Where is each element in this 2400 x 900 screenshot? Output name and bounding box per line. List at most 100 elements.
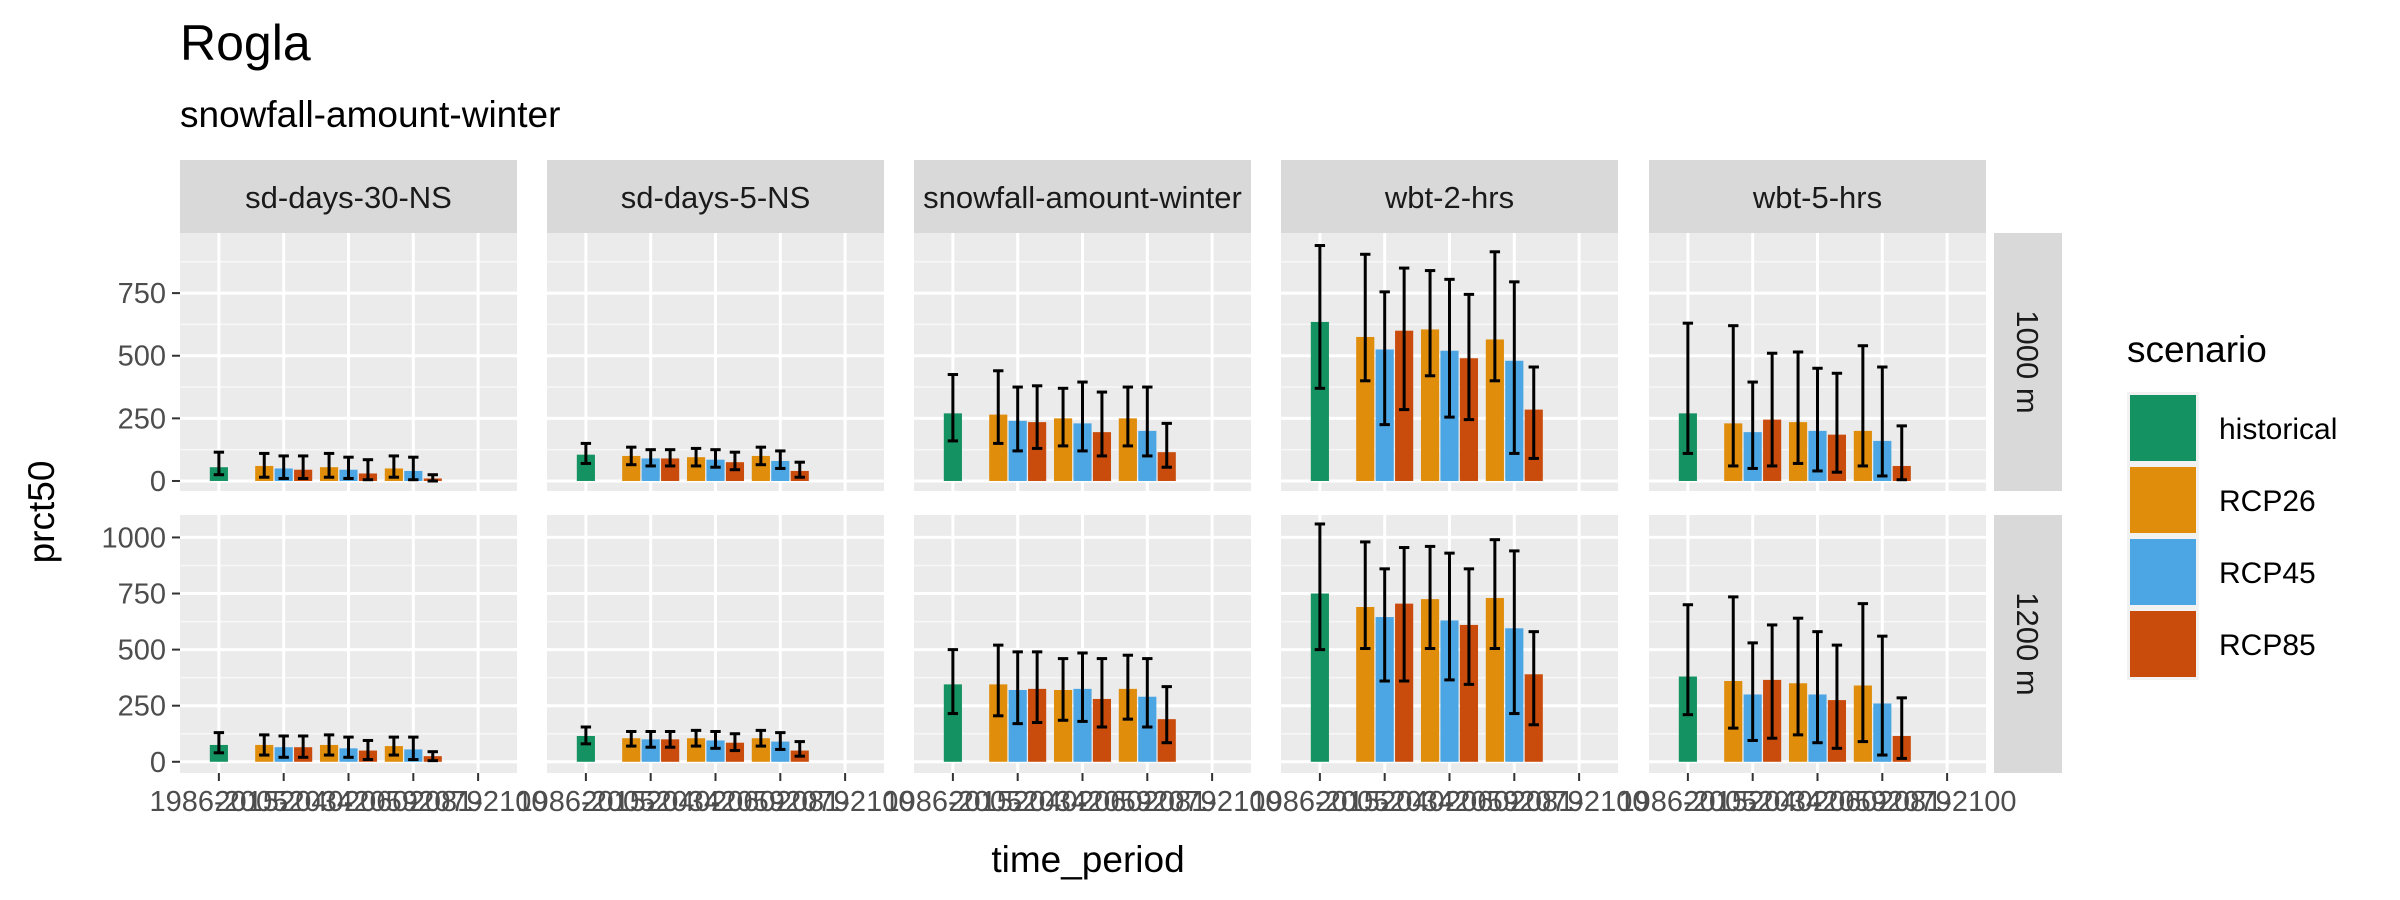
bar [1310,321,1329,481]
bar [1053,689,1073,762]
facet-strip-label: sd-days-30-NS [245,180,452,215]
bar [989,414,1008,481]
error-bar [388,454,400,479]
error-bar [664,729,676,749]
error-bar [427,750,438,763]
bar [1028,688,1047,762]
error-bar [645,729,656,749]
facet-row-strip [1994,233,2062,491]
error-bar [1766,351,1778,468]
bar [771,741,790,762]
error-bar [1747,641,1758,742]
legend-swatch [2130,611,2196,677]
error-bar [1077,651,1088,723]
error-bar [1142,385,1153,458]
error-bar [1682,603,1694,717]
error-bar [1528,630,1539,727]
bar [622,455,641,481]
bar [1118,688,1137,762]
bar [1356,606,1375,762]
facet-row-strip [1994,515,2062,773]
legend: scenario historical RCP26 RCP45 RCP85 [2127,329,2337,680]
error-bar [1398,266,1410,412]
error-bar [626,729,637,748]
error-bar [580,725,592,746]
error-bar [755,445,767,467]
x-axis-label: time_period [991,839,1184,880]
error-bar [729,732,741,753]
bar [1375,617,1394,762]
bar [1485,339,1504,481]
error-bar [1509,549,1520,716]
error-bar [1489,538,1501,650]
bar [1118,418,1137,481]
bar [1092,698,1112,762]
facet-strip-label: wbt-5-hrs [1752,180,1882,215]
bar [576,454,595,481]
bar [661,458,680,481]
bar [771,460,790,481]
y-tick-label: 500 [118,341,166,373]
error-bar [1463,292,1475,422]
error-bar [1766,623,1778,740]
bar [641,458,660,481]
error-bar [947,648,959,716]
facet-strip-label: sd-days-5-NS [621,180,811,215]
bar [1028,422,1047,481]
error-bar [1728,324,1739,468]
facet-panel [914,233,1251,491]
x-tick-label: 2060-2079 [344,786,483,818]
bar [989,684,1008,762]
legend-swatch [2130,467,2196,533]
facet-strip-label: snowfall-amount-winter [923,180,1242,215]
bar [706,740,725,762]
error-bar [1379,290,1390,427]
error-bar [408,455,419,482]
y-tick-label: 250 [118,403,166,435]
bar [1459,624,1479,762]
error-bar [645,448,656,468]
facet-strip [914,160,1251,233]
legend-label: RCP26 [2219,485,2316,518]
bar [943,413,962,481]
error-bar [259,451,270,479]
x-tick-label: 2081-2100 [409,786,548,818]
facet-panel [547,515,884,773]
facet-strip [1649,160,1986,233]
error-bar [1728,595,1739,730]
bar [943,684,962,762]
x-tick-label: 2060-2079 [1445,786,1584,818]
facet-row-strip-label: 1200 m [2010,592,2045,695]
y-tick-label: 1000 [101,522,166,554]
error-bar [1031,384,1043,450]
error-bar [213,731,225,755]
bar [686,738,706,762]
facet-panel [1281,515,1618,773]
error-bar [1360,540,1371,650]
error-bar [297,454,309,480]
error-bar [1877,365,1888,478]
error-bar [278,734,289,759]
x-tick-label: 1986-2005 [884,786,1023,818]
x-tick-label: 2060-2079 [1813,786,1952,818]
bar [1053,418,1073,481]
error-bar [278,454,289,480]
error-bar [1031,650,1043,725]
bar [686,457,706,481]
error-bar [626,445,637,467]
x-tick-label: 2081-2100 [1510,786,1649,818]
facet-panel [180,233,517,491]
bar [661,739,680,762]
error-bar [1747,380,1758,470]
facet-panel [180,515,517,773]
x-tick-label: 2040-2059 [1748,786,1887,818]
error-bar [1379,567,1390,683]
error-bar [775,731,786,751]
facet-panel [1649,515,1986,773]
x-tick-label: 2040-2059 [1013,786,1152,818]
error-bar [1161,685,1172,745]
facet-panel [547,233,884,491]
bar [1073,688,1092,762]
error-bar [1077,380,1088,453]
bar [706,459,725,481]
